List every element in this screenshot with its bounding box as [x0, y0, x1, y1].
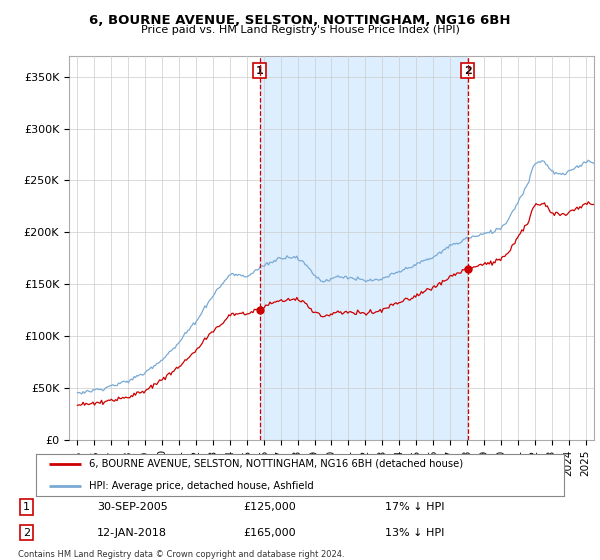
- Text: 1: 1: [256, 66, 263, 76]
- Text: £125,000: £125,000: [244, 502, 296, 512]
- Text: 2: 2: [23, 528, 30, 538]
- Text: 2: 2: [464, 66, 472, 76]
- Text: 1: 1: [23, 502, 30, 512]
- Text: HPI: Average price, detached house, Ashfield: HPI: Average price, detached house, Ashf…: [89, 480, 314, 491]
- Text: 6, BOURNE AVENUE, SELSTON, NOTTINGHAM, NG16 6BH (detached house): 6, BOURNE AVENUE, SELSTON, NOTTINGHAM, N…: [89, 459, 463, 469]
- Text: £165,000: £165,000: [244, 528, 296, 538]
- Text: 6, BOURNE AVENUE, SELSTON, NOTTINGHAM, NG16 6BH: 6, BOURNE AVENUE, SELSTON, NOTTINGHAM, N…: [89, 14, 511, 27]
- Text: Contains HM Land Registry data © Crown copyright and database right 2024.
This d: Contains HM Land Registry data © Crown c…: [18, 550, 344, 560]
- Bar: [260, 56, 467, 440]
- Text: Price paid vs. HM Land Registry's House Price Index (HPI): Price paid vs. HM Land Registry's House …: [140, 25, 460, 35]
- Text: 13% ↓ HPI: 13% ↓ HPI: [385, 528, 444, 538]
- Text: 17% ↓ HPI: 17% ↓ HPI: [385, 502, 444, 512]
- Text: 12-JAN-2018: 12-JAN-2018: [97, 528, 167, 538]
- Text: 30-SEP-2005: 30-SEP-2005: [97, 502, 168, 512]
